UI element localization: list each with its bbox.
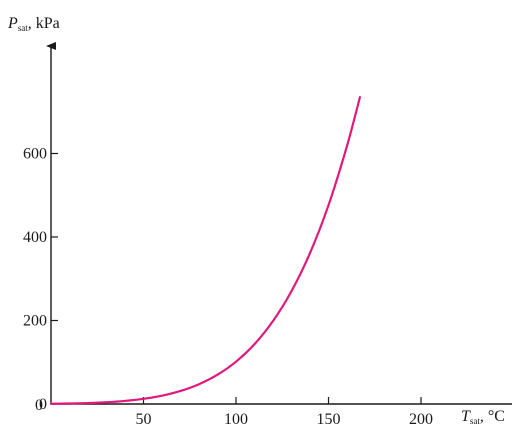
x-axis-label-symbol: T bbox=[461, 408, 471, 425]
saturation-pressure-curve bbox=[49, 96, 362, 405]
x-tick-label: 100 bbox=[224, 411, 248, 425]
data-point bbox=[105, 401, 108, 404]
data-point bbox=[142, 397, 145, 400]
x-tick-label: 200 bbox=[409, 411, 433, 425]
data-point bbox=[309, 252, 311, 254]
y-axis-label: Psat, kPa bbox=[7, 15, 60, 33]
x-tick-label: 150 bbox=[317, 411, 341, 425]
data-point bbox=[198, 383, 200, 386]
x-axis-label-unit: , °C bbox=[480, 408, 505, 425]
data-point bbox=[68, 402, 71, 405]
data-point bbox=[124, 400, 126, 402]
y-tick-label: 600 bbox=[23, 146, 47, 163]
y-tick-label: 200 bbox=[23, 313, 47, 330]
data-point bbox=[290, 290, 293, 293]
x-axis-label: Tsat, °C bbox=[461, 408, 505, 425]
x-ticks: 0 50 100 150 200 bbox=[35, 397, 433, 425]
x-tick-label: 50 bbox=[136, 411, 152, 425]
data-point bbox=[253, 343, 256, 346]
y-tick-label: 0 bbox=[39, 396, 47, 413]
data-point bbox=[50, 402, 52, 405]
data-point bbox=[327, 204, 330, 207]
y-tick-label: 400 bbox=[23, 229, 47, 246]
y-axis-label-symbol: P bbox=[7, 15, 18, 32]
data-point bbox=[235, 360, 237, 363]
data-point bbox=[161, 394, 163, 397]
data-point bbox=[179, 390, 182, 392]
x-axis-label-subscript: sat bbox=[470, 416, 480, 425]
y-ticks: 0 200 400 600 bbox=[23, 146, 58, 413]
y-axis-label-subscript: sat bbox=[18, 23, 28, 33]
data-point bbox=[87, 402, 89, 404]
data-point bbox=[216, 373, 219, 376]
data-point bbox=[272, 320, 274, 322]
data-point bbox=[346, 145, 348, 147]
data-points bbox=[50, 96, 361, 405]
data-point bbox=[359, 96, 361, 99]
x-tick-label: 0 bbox=[35, 397, 43, 414]
y-axis-label-unit: , kPa bbox=[28, 15, 60, 32]
